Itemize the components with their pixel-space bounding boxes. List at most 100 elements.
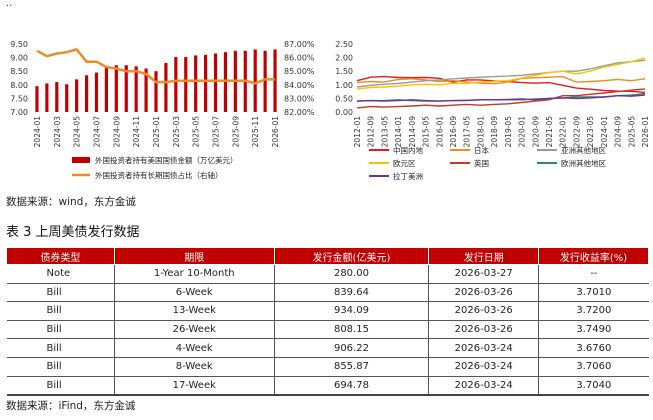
cell-issue-date: 2026-03-24 — [428, 338, 540, 358]
x-tick-label: 2026-01 — [271, 116, 280, 148]
cell-issue-date: 2026-03-27 — [428, 264, 540, 284]
x-tick-label: 2016-09 — [449, 116, 458, 148]
x-tick-label: 2024-05 — [73, 116, 82, 148]
legend-label: 中国内地 — [393, 145, 423, 155]
cell-term: 1-Year 10-Month — [114, 264, 275, 284]
cell-term: 13-Week — [114, 301, 275, 321]
x-tick-label: 2020-09 — [531, 116, 540, 148]
x-tick-label: 2025-05 — [192, 116, 201, 148]
y-tick-label: 1.50 — [335, 67, 353, 76]
x-tick-label: 2014-09 — [408, 116, 417, 148]
x-tick-label: 2016-01 — [435, 116, 444, 148]
x-tick-label: 2024-01 — [33, 116, 42, 148]
legend-bar-label: 外国投资者持有美国国债金额（万亿美元） — [95, 155, 238, 165]
y-tick-label: 2.50 — [335, 40, 353, 49]
holding-bar — [94, 72, 99, 112]
x-tick-label: 2012-09 — [367, 116, 376, 148]
header-yield: 发行收益率(%) — [538, 247, 649, 265]
holding-bar — [253, 49, 257, 112]
x-tick-label: 2019-05 — [504, 116, 513, 148]
x-tick-label: 2024-09 — [112, 116, 121, 148]
y-tick-label: 0.50 — [335, 94, 353, 103]
table-row: Note 1-Year 10-Month 280.00 2026-03-27 -- — [6, 264, 649, 284]
x-tick-label: 2025-11 — [251, 116, 260, 148]
x-tick-label: 2022-09 — [572, 116, 581, 148]
series-line — [356, 57, 646, 90]
x-tick-label: 2021-05 — [545, 116, 554, 148]
x-tick-label: 2024-03 — [53, 116, 62, 148]
series-line — [356, 94, 646, 102]
legend-line-label: 外国投资者持有长期国债占比（右轴） — [95, 170, 223, 180]
y-right-tick-label: 87.00% — [284, 40, 315, 49]
cell-term: 17-Week — [114, 376, 275, 396]
x-tick-label: 2018-09 — [490, 116, 499, 148]
cell-amount: 934.09 — [274, 301, 430, 321]
cell-bond-type: Bill — [6, 320, 115, 340]
y-left-tick-label: 8.00 — [10, 81, 28, 90]
holding-bar — [114, 65, 118, 112]
x-tick-label: 2025-09 — [231, 116, 240, 148]
cell-term: 8-Week — [114, 357, 275, 377]
x-tick-label: 2012-01 — [353, 116, 362, 148]
x-tick-label: 2020-01 — [518, 116, 527, 148]
y-tick-label: 2.00 — [335, 54, 353, 63]
legend-label: 欧元区 — [393, 158, 416, 168]
cell-issue-date: 2026-03-26 — [428, 283, 540, 303]
header-bond-type: 债券类型 — [6, 247, 115, 265]
y-tick-label: 0.00 — [335, 108, 353, 117]
x-tick-label: 2015-05 — [422, 116, 431, 148]
y-left-tick-label: 9.00 — [10, 54, 28, 63]
cell-bond-type: Note — [6, 264, 115, 284]
x-tick-label: 2018-01 — [476, 116, 485, 148]
holding-bar — [104, 67, 108, 112]
holdings-chart: 9.50 9.00 8.50 8.00 7.50 7.00 87.00% 86.00% 85.… — [10, 40, 315, 180]
x-tick-label: 2024-09 — [614, 116, 623, 148]
x-tick-label: 2024-07 — [92, 116, 101, 148]
y-left-tick-label: 7.00 — [10, 108, 28, 117]
cell-amount: 694.78 — [274, 376, 430, 396]
header-issue-date: 发行日期 — [428, 247, 540, 265]
table-title: 表 3 上周美债发行数据 — [6, 225, 140, 240]
cell-amount: 855.87 — [274, 357, 430, 377]
legend-label: 拉丁美洲 — [393, 171, 423, 181]
holding-bar — [55, 82, 59, 112]
x-tick-label: 2014-01 — [394, 116, 403, 148]
table-row: Bill 17-Week 694.78 2026-03-24 3.7040 — [6, 376, 649, 396]
cell-yield: 3.6760 — [538, 338, 649, 358]
cell-bond-type: Bill — [6, 376, 115, 396]
holding-bar — [174, 57, 178, 112]
cell-amount: 839.64 — [274, 283, 430, 303]
legend-label: 英国 — [474, 158, 489, 168]
holding-bar — [223, 52, 228, 112]
cell-bond-type: Bill — [6, 338, 115, 358]
cell-amount: 906.22 — [274, 338, 430, 358]
table-row: Bill 6-Week 839.64 2026-03-26 3.7010 — [6, 283, 649, 303]
holding-bar — [75, 79, 79, 112]
series-line — [356, 88, 646, 109]
x-tick-label: 2026-01 — [641, 116, 650, 148]
holding-bar — [154, 71, 158, 112]
series-line — [356, 75, 646, 85]
chart-source-note: 数据来源：wind，东方金诚 — [6, 196, 136, 208]
holders-by-region-chart: 2.50 2.00 1.50 1.00 0.50 0.00 2012-01 2012-09 2… — [335, 40, 650, 181]
x-tick-label: 2025-07 — [212, 116, 221, 148]
cell-amount: 808.15 — [274, 320, 430, 340]
table-source-note: 数据来源：iFind，东方金诚 — [6, 400, 136, 412]
cell-term: 26-Week — [114, 320, 275, 340]
cell-issue-date: 2026-03-26 — [428, 320, 540, 340]
holding-bar — [144, 68, 148, 112]
cell-issue-date: 2026-03-26 — [428, 301, 540, 321]
table-header-row: 债券类型 期限 发行金额(亿美元) 发行日期 发行收益率(%) — [6, 247, 649, 265]
y-right-tick-label: 83.00% — [284, 94, 315, 103]
cell-yield: 3.7200 — [538, 301, 649, 321]
cell-yield: 3.7040 — [538, 376, 649, 396]
x-tick-label: 2024-01 — [600, 116, 609, 148]
cell-bond-type: Bill — [6, 357, 115, 377]
holding-bar — [124, 65, 128, 112]
legend-label: 日本 — [474, 145, 489, 155]
holding-bar — [184, 57, 188, 112]
top-marker: .. — [6, 0, 13, 9]
series-line — [356, 59, 646, 88]
y-left-tick-label: 7.50 — [10, 94, 28, 103]
x-tick-label: 2025-05 — [627, 116, 636, 148]
